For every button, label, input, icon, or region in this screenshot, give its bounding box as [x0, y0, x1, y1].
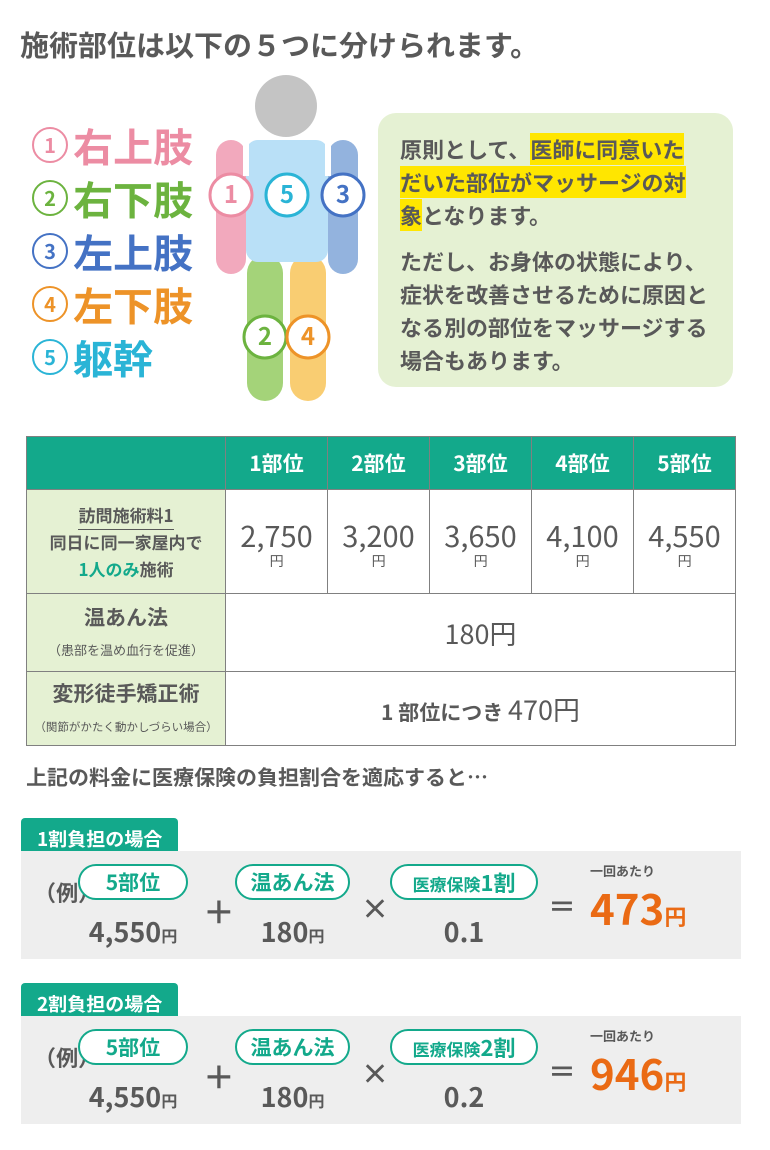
- svg-text:3: 3: [336, 175, 350, 210]
- svg-text:5: 5: [280, 175, 294, 210]
- svg-text:4: 4: [301, 317, 315, 352]
